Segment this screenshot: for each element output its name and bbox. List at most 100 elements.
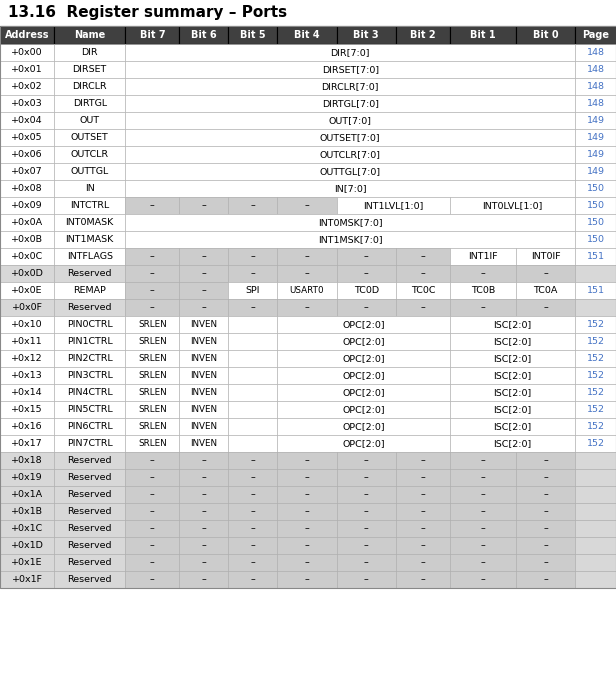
Text: ISC[2:0]: ISC[2:0] bbox=[493, 371, 532, 380]
Bar bbox=[277, 367, 450, 384]
Bar bbox=[179, 333, 229, 350]
Text: Page: Page bbox=[582, 30, 609, 40]
Bar bbox=[450, 503, 516, 520]
Bar bbox=[0, 469, 54, 486]
Text: –: – bbox=[543, 524, 548, 533]
Text: –: – bbox=[364, 252, 368, 261]
Bar bbox=[179, 571, 229, 588]
Bar bbox=[450, 520, 516, 537]
Bar bbox=[516, 486, 575, 503]
Bar bbox=[277, 554, 336, 571]
Text: –: – bbox=[543, 473, 548, 482]
Text: –: – bbox=[304, 541, 309, 550]
Text: –: – bbox=[250, 269, 255, 278]
Text: –: – bbox=[150, 524, 155, 533]
Text: OPC[2:0]: OPC[2:0] bbox=[342, 371, 385, 380]
Bar bbox=[0, 367, 54, 384]
Bar bbox=[179, 265, 229, 282]
Text: –: – bbox=[304, 558, 309, 567]
Bar bbox=[336, 537, 396, 554]
Bar bbox=[0, 197, 54, 214]
Bar bbox=[450, 350, 575, 367]
Bar bbox=[125, 26, 179, 44]
Bar bbox=[229, 384, 277, 401]
Bar bbox=[54, 333, 125, 350]
Bar bbox=[0, 452, 54, 469]
Bar bbox=[0, 214, 54, 231]
Text: OUT[7:0]: OUT[7:0] bbox=[329, 116, 371, 125]
Bar bbox=[575, 350, 616, 367]
Bar bbox=[575, 163, 616, 180]
Text: –: – bbox=[543, 575, 548, 584]
Text: +0x10: +0x10 bbox=[11, 320, 43, 329]
Bar bbox=[396, 486, 450, 503]
Bar bbox=[54, 129, 125, 146]
Text: –: – bbox=[150, 269, 155, 278]
Bar bbox=[336, 26, 396, 44]
Bar bbox=[125, 231, 575, 248]
Text: +0x16: +0x16 bbox=[11, 422, 43, 431]
Text: +0x1D: +0x1D bbox=[10, 541, 44, 550]
Text: –: – bbox=[201, 473, 206, 482]
Text: +0x04: +0x04 bbox=[11, 116, 43, 125]
Text: Reserved: Reserved bbox=[67, 490, 112, 499]
Bar bbox=[125, 537, 179, 554]
Bar bbox=[179, 282, 229, 299]
Bar bbox=[179, 418, 229, 435]
Bar bbox=[575, 435, 616, 452]
Bar bbox=[0, 44, 54, 61]
Text: –: – bbox=[421, 541, 425, 550]
Text: –: – bbox=[543, 558, 548, 567]
Bar bbox=[125, 350, 179, 367]
Bar bbox=[575, 418, 616, 435]
Bar bbox=[336, 197, 450, 214]
Bar bbox=[125, 44, 575, 61]
Text: –: – bbox=[250, 507, 255, 516]
Bar bbox=[277, 571, 336, 588]
Bar bbox=[125, 163, 575, 180]
Bar bbox=[575, 571, 616, 588]
Text: Bit 5: Bit 5 bbox=[240, 30, 265, 40]
Bar bbox=[125, 520, 179, 537]
Text: –: – bbox=[201, 269, 206, 278]
Text: DIRCLR[7:0]: DIRCLR[7:0] bbox=[322, 82, 379, 91]
Bar bbox=[179, 248, 229, 265]
Text: –: – bbox=[421, 507, 425, 516]
Bar bbox=[125, 129, 575, 146]
Text: –: – bbox=[250, 558, 255, 567]
Text: Reserved: Reserved bbox=[67, 524, 112, 533]
Text: –: – bbox=[201, 541, 206, 550]
Bar bbox=[336, 299, 396, 316]
Bar bbox=[516, 282, 575, 299]
Text: OPC[2:0]: OPC[2:0] bbox=[342, 320, 385, 329]
Bar bbox=[179, 469, 229, 486]
Text: 150: 150 bbox=[586, 201, 605, 210]
Text: –: – bbox=[421, 456, 425, 465]
Bar bbox=[0, 316, 54, 333]
Text: 148: 148 bbox=[586, 82, 605, 91]
Text: Reserved: Reserved bbox=[67, 575, 112, 584]
Bar bbox=[277, 418, 450, 435]
Bar bbox=[54, 350, 125, 367]
Bar bbox=[575, 299, 616, 316]
Text: PIN1CTRL: PIN1CTRL bbox=[67, 337, 113, 346]
Bar bbox=[54, 401, 125, 418]
Text: INT0LVL[1:0]: INT0LVL[1:0] bbox=[482, 201, 543, 210]
Bar bbox=[179, 452, 229, 469]
Bar bbox=[125, 384, 179, 401]
Text: 152: 152 bbox=[586, 371, 605, 380]
Bar bbox=[0, 571, 54, 588]
Text: +0x06: +0x06 bbox=[11, 150, 43, 159]
Text: IN[7:0]: IN[7:0] bbox=[334, 184, 367, 193]
Bar bbox=[54, 520, 125, 537]
Bar bbox=[450, 384, 575, 401]
Text: –: – bbox=[150, 252, 155, 261]
Bar bbox=[125, 180, 575, 197]
Bar bbox=[575, 44, 616, 61]
Bar bbox=[516, 554, 575, 571]
Bar bbox=[125, 418, 179, 435]
Text: +0x0B: +0x0B bbox=[11, 235, 43, 244]
Text: OUTCLR[7:0]: OUTCLR[7:0] bbox=[320, 150, 381, 159]
Bar bbox=[0, 61, 54, 78]
Bar bbox=[0, 265, 54, 282]
